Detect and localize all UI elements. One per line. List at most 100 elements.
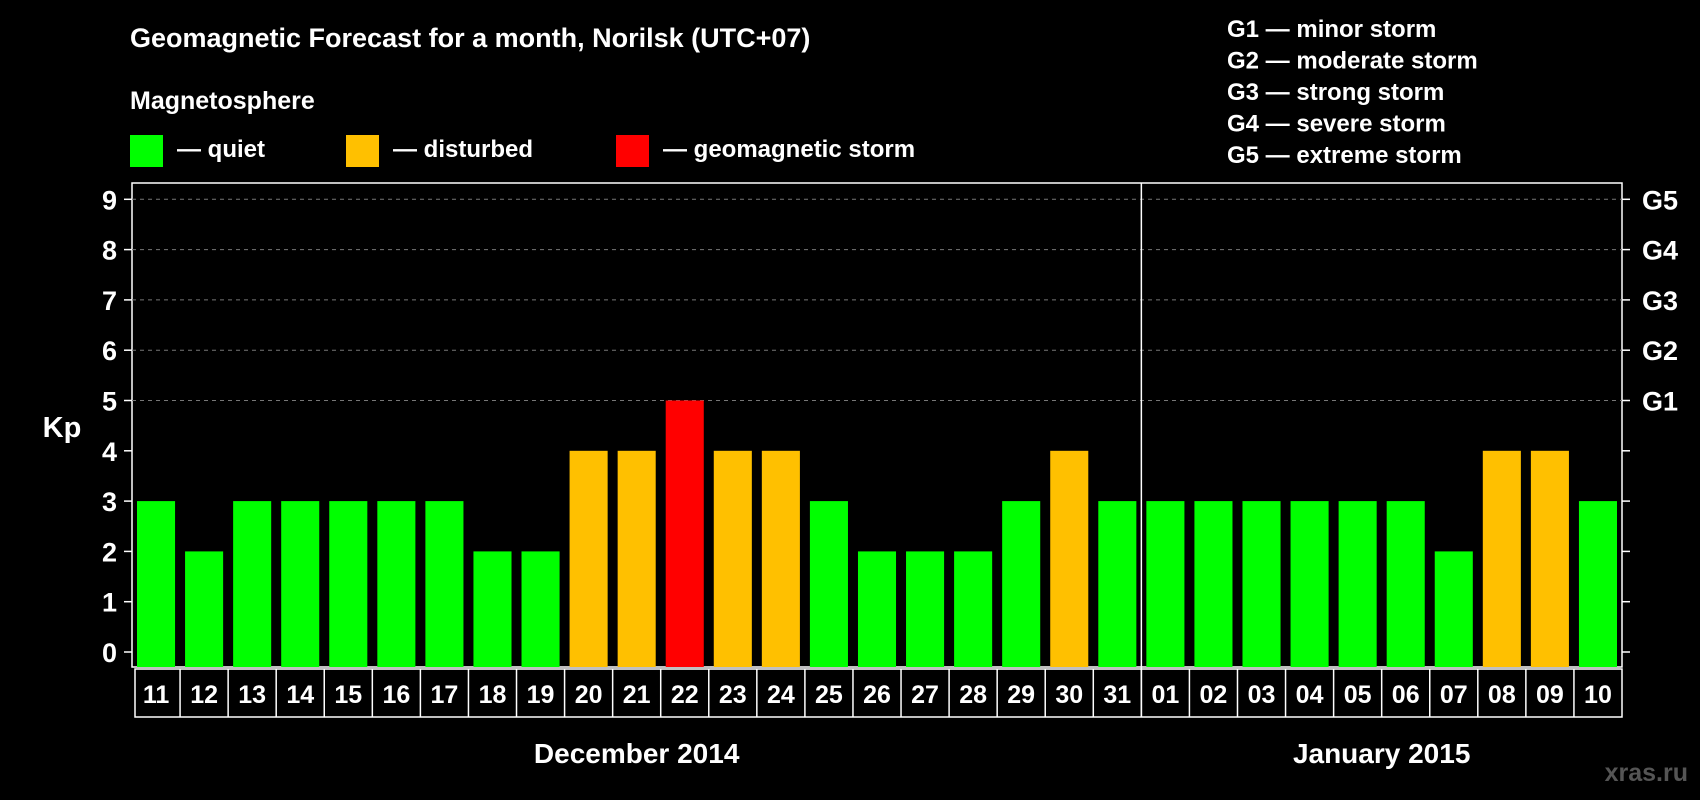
legend-swatch-0 [130, 135, 163, 167]
storm-scale-item-5: G5 — extreme storm [1227, 142, 1462, 169]
storm-scale-item-4: G4 — severe storm [1227, 111, 1446, 138]
bar-10 [1578, 501, 1617, 667]
bar-13 [233, 501, 272, 667]
day-label-11: 22 [671, 681, 699, 709]
y-tick-label-1: 1 [102, 588, 117, 618]
day-label-4: 15 [334, 681, 362, 709]
bar-25 [809, 501, 848, 667]
day-label-16: 27 [911, 681, 939, 709]
bar-03 [1242, 501, 1281, 667]
day-label-8: 19 [527, 681, 555, 709]
legend-title: Magnetosphere [130, 87, 315, 115]
storm-scale-legend: G1 — minor storm G2 — moderate storm G3 — … [1227, 16, 1478, 169]
bar-18 [473, 551, 512, 667]
g-scale-label-G2: G2 [1642, 336, 1678, 366]
day-label-2: 13 [238, 681, 266, 709]
day-label-0: 11 [143, 681, 170, 709]
bar-07 [1434, 551, 1473, 667]
bar-16 [377, 501, 416, 667]
chart-title: Geomagnetic Forecast for a month, Norils… [130, 23, 810, 53]
y-axis-label: Kp [43, 412, 82, 444]
y-tick-label-5: 5 [102, 387, 117, 417]
g-scale-label-G3: G3 [1642, 286, 1678, 316]
legend-swatch-1 [346, 135, 379, 167]
bar-04 [1290, 501, 1329, 667]
bar-30 [1050, 450, 1089, 667]
y-tick-label-6: 6 [102, 336, 117, 366]
bar-22 [665, 400, 704, 667]
bar-14 [281, 501, 320, 667]
day-label-12: 23 [719, 681, 747, 709]
storm-scale-item-2: G2 — moderate storm [1227, 48, 1478, 75]
day-label-15: 26 [863, 681, 891, 709]
bar-09 [1530, 450, 1569, 667]
month-label-0: December 2014 [534, 738, 740, 769]
y-tick-label-4: 4 [102, 437, 117, 467]
bar-11 [137, 501, 176, 667]
bar-19 [521, 551, 560, 667]
day-label-7: 18 [479, 681, 507, 709]
day-label-9: 20 [575, 681, 603, 709]
bar-15 [329, 501, 368, 667]
month-label-1: January 2015 [1293, 738, 1470, 769]
day-label-18: 29 [1007, 681, 1035, 709]
day-label-25: 05 [1344, 681, 1372, 709]
bar-20 [569, 450, 608, 667]
day-label-3: 14 [286, 681, 314, 709]
day-label-22: 02 [1200, 681, 1228, 709]
day-label-13: 24 [767, 681, 795, 709]
day-label-14: 25 [815, 681, 843, 709]
day-label-27: 07 [1440, 681, 1468, 709]
day-label-30: 10 [1584, 681, 1612, 709]
bar-02 [1194, 501, 1233, 667]
day-label-29: 09 [1536, 681, 1564, 709]
x-axis-day-labels: 11 12 13 14 15 16 17 18 19 20 21 22 23 24 25 26 27 28 29 30… [134, 668, 1623, 718]
bar-31 [1098, 501, 1137, 667]
y-tick-label-3: 3 [102, 487, 117, 517]
y-tick-label-0: 0 [102, 638, 117, 668]
day-label-23: 03 [1248, 681, 1276, 709]
bar-17 [425, 501, 464, 667]
bar-21 [617, 450, 656, 667]
day-label-20: 31 [1103, 681, 1131, 709]
bar-29 [1002, 501, 1041, 667]
bar-28 [954, 551, 993, 667]
y-tick-label-8: 8 [102, 236, 117, 266]
day-label-strip [134, 668, 1623, 718]
day-label-19: 30 [1055, 681, 1083, 709]
legend-label-1: — disturbed [393, 136, 533, 163]
day-label-5: 16 [382, 681, 410, 709]
watermark: xras.ru [1605, 759, 1688, 787]
bar-08 [1482, 450, 1521, 667]
bar-24 [761, 450, 800, 667]
storm-scale-item-3: G3 — strong storm [1227, 79, 1444, 106]
month-labels: December 2014 January 2015 [534, 738, 1470, 769]
bar-26 [857, 551, 897, 667]
day-label-6: 17 [431, 681, 459, 709]
y-tick-label-9: 9 [102, 185, 117, 215]
bar-23 [713, 450, 752, 667]
y-tick-label-2: 2 [102, 537, 117, 567]
day-label-17: 28 [959, 681, 987, 709]
bar-06 [1386, 501, 1425, 667]
day-label-28: 08 [1488, 681, 1516, 709]
legend-label-2: — geomagnetic storm [663, 136, 915, 163]
y-tick-label-7: 7 [102, 286, 117, 316]
g-scale-label-G1: G1 [1642, 387, 1678, 417]
bar-12 [185, 551, 224, 667]
bar-05 [1338, 501, 1377, 667]
bar-27 [906, 551, 945, 667]
legend-label-0: — quiet [177, 136, 265, 163]
g-scale-label-G4: G4 [1642, 236, 1678, 266]
legend: — quiet — disturbed — geomagnetic storm [130, 135, 915, 167]
storm-scale-item-1: G1 — minor storm [1227, 16, 1436, 43]
day-label-1: 12 [190, 681, 218, 709]
bar-01 [1146, 501, 1185, 667]
day-label-10: 21 [623, 681, 651, 709]
day-label-26: 06 [1392, 681, 1420, 709]
day-label-24: 04 [1296, 681, 1324, 709]
legend-swatch-2 [616, 135, 649, 167]
day-label-21: 01 [1151, 681, 1179, 709]
